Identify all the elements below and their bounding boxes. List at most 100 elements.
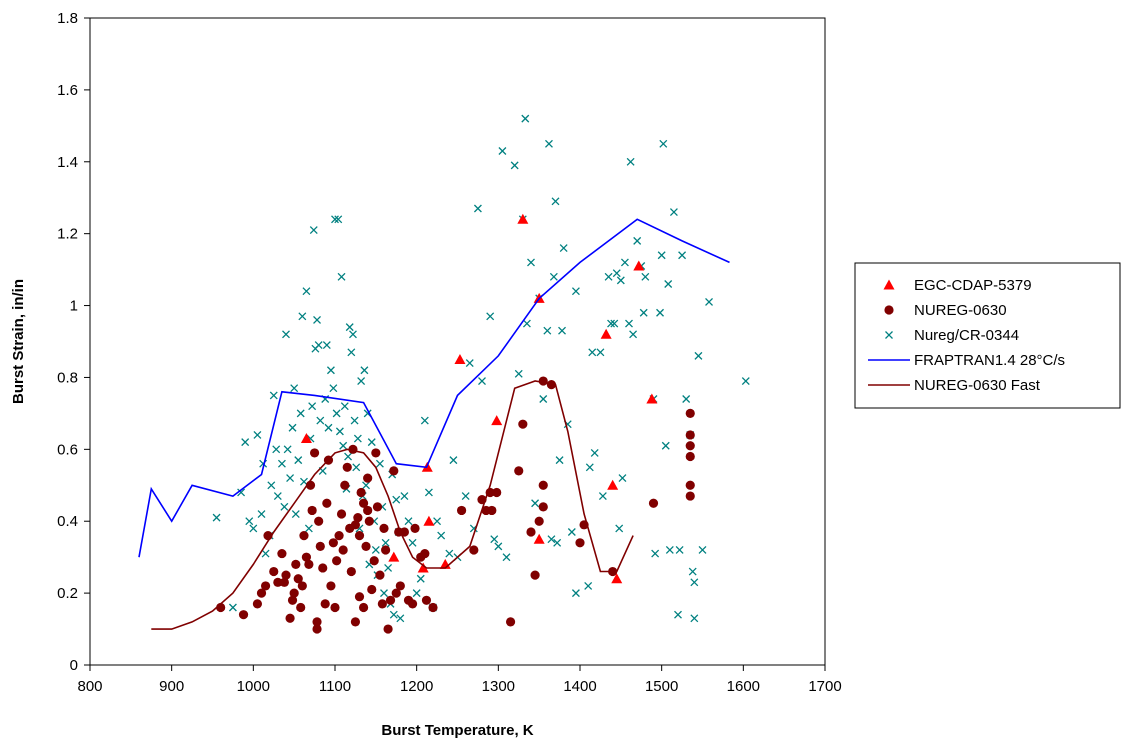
data-point (291, 510, 300, 518)
x-tick-label: 1400 (563, 678, 596, 695)
data-point (656, 308, 664, 317)
data-point (555, 456, 564, 465)
data-point (407, 599, 418, 609)
data-point (518, 419, 528, 429)
data-point (545, 139, 553, 148)
data-point (336, 509, 347, 519)
data-point (379, 523, 389, 534)
data-point (690, 614, 699, 623)
data-point (350, 617, 361, 627)
y-tick-label: 0.2 (57, 585, 78, 602)
data-point (381, 545, 391, 555)
data-point (291, 559, 301, 569)
data-point (392, 495, 401, 504)
data-point (633, 236, 642, 245)
series-3 (138, 218, 730, 558)
data-point (353, 513, 363, 523)
data-point (400, 492, 409, 501)
data-point (296, 602, 306, 613)
data-point (356, 487, 366, 498)
data-point (538, 376, 548, 386)
data-point (361, 541, 371, 551)
y-tick-label: 1.8 (57, 10, 78, 27)
data-point (685, 441, 695, 451)
data-point (607, 319, 615, 328)
data-point (298, 312, 307, 321)
data-point (651, 549, 660, 558)
legend-label: EGC-CDAP-5379 (914, 277, 1032, 294)
legend-label: Nureg/CR-0344 (914, 327, 1019, 344)
data-point (345, 323, 354, 332)
data-point (571, 287, 580, 296)
data-point (377, 599, 387, 609)
y-tick-label: 1.2 (57, 226, 78, 243)
data-point (237, 488, 246, 497)
data-point (498, 147, 507, 155)
data-point (281, 570, 291, 580)
data-point (682, 395, 691, 403)
data-point (473, 204, 482, 213)
data-point (465, 359, 474, 368)
data-point (312, 624, 322, 634)
data-point (256, 588, 267, 598)
data-point (491, 415, 503, 426)
data-point (384, 563, 393, 572)
data-point (461, 492, 470, 501)
data-point (260, 581, 271, 591)
data-point (616, 276, 625, 285)
data-point (575, 538, 585, 548)
data-point (300, 433, 312, 444)
data-point (322, 341, 331, 350)
data-point (590, 448, 599, 457)
data-point (340, 480, 350, 490)
data-point (331, 215, 339, 224)
data-point (353, 434, 362, 443)
legend: EGC-CDAP-5379 NUREG-0630 Nureg/CR-0344 FRAP… (854, 262, 1121, 409)
data-point (296, 409, 305, 418)
series-2 (212, 114, 750, 623)
legend-box (854, 262, 1121, 409)
data-point (302, 287, 311, 296)
y-tick-label: 0.6 (57, 441, 78, 458)
data-point (469, 545, 479, 555)
data-point (678, 251, 687, 260)
data-point (273, 577, 283, 587)
data-point (338, 545, 348, 555)
data-point (585, 463, 594, 472)
data-point (308, 402, 317, 411)
data-point (571, 589, 580, 598)
plot-area-border (89, 17, 826, 666)
data-point (685, 451, 695, 462)
data-point (304, 559, 314, 569)
data-point (685, 480, 695, 490)
data-point (685, 408, 695, 418)
data-point (558, 326, 566, 335)
data-point (320, 599, 330, 609)
data-point (228, 603, 237, 612)
x-axis: 800 900 1000 1100 1200 1300 1400 1500 1600 1700 (77, 665, 842, 695)
data-point (297, 581, 307, 591)
data-point (358, 602, 369, 613)
data-point (661, 441, 670, 450)
series-4 (151, 380, 634, 630)
legend-label: NUREG-0630 (914, 302, 1007, 319)
data-point (334, 531, 344, 541)
data-point (326, 366, 335, 375)
data-point (363, 473, 373, 483)
data-point (600, 328, 612, 339)
data-point (665, 546, 674, 554)
data-point (551, 197, 560, 206)
data-point (315, 541, 325, 551)
data-point (531, 499, 540, 508)
data-point (612, 269, 621, 278)
x-tick-label: 1700 (808, 678, 841, 695)
data-point (664, 280, 673, 288)
data-point (326, 581, 336, 591)
data-point (517, 213, 529, 224)
data-point (279, 577, 289, 587)
data-point (309, 226, 318, 235)
series-line (151, 380, 634, 630)
y-tick-label: 0.4 (57, 513, 78, 530)
data-point (253, 430, 262, 439)
data-point (241, 438, 250, 447)
